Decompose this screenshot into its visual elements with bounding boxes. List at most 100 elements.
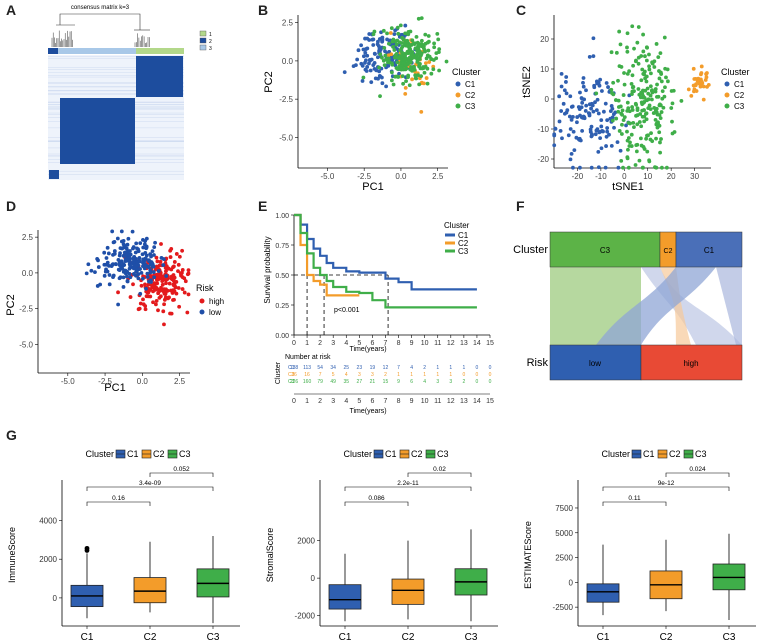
legend-label-c3: C3: [179, 449, 191, 459]
x-axis-label: tSNE1: [612, 181, 644, 193]
legend-c1: C1: [465, 80, 476, 89]
x-tick-label: 0.0: [395, 172, 407, 181]
point-c1: [572, 148, 577, 153]
point-low: [134, 263, 138, 268]
point-c3: [407, 83, 412, 88]
point-low: [125, 242, 130, 247]
point-c3: [645, 149, 650, 154]
point-high: [174, 291, 179, 296]
y-tick-label: 2500: [555, 554, 573, 563]
point-low: [105, 245, 110, 250]
risk-value: 54: [317, 365, 323, 371]
point-c3: [391, 44, 395, 49]
point-c3: [661, 105, 666, 110]
point-c1: [615, 140, 620, 145]
x-tick-label: C2: [402, 632, 415, 643]
point-c3: [634, 149, 639, 154]
point-c1: [560, 136, 564, 141]
point-high: [151, 300, 155, 305]
point-c3: [637, 120, 642, 124]
point-c3: [407, 55, 412, 60]
point-c3: [435, 32, 440, 36]
point-high: [143, 307, 148, 312]
point-c1: [379, 30, 383, 35]
point-c1: [596, 111, 601, 116]
point-c3: [641, 49, 646, 54]
point-c1: [569, 118, 574, 122]
panel-label-a: A: [6, 2, 17, 18]
point-c3: [396, 31, 401, 36]
risk-x-tick-label: 0: [292, 398, 296, 405]
point-c3: [635, 113, 640, 118]
point-c3: [415, 60, 420, 64]
cluster-bar-1: [48, 48, 58, 54]
point-c3: [394, 42, 399, 47]
point-c3: [621, 93, 626, 97]
point-low: [84, 271, 89, 276]
y-tick-label: 0: [311, 574, 316, 583]
legend-dot-low: [199, 309, 205, 315]
x-tick-label: C3: [723, 632, 736, 643]
point-c3: [609, 87, 614, 92]
point-c3: [417, 63, 422, 68]
risk-value: 12: [383, 365, 389, 371]
tsne-cluster-scatter: -20 -10 0 10 20 30 20 10 0 -10 -20 tSNE1 tSNE2 Clu…: [521, 15, 750, 193]
point-high: [154, 302, 158, 307]
point-c3: [644, 111, 649, 116]
axis-label-risk: Risk: [527, 357, 549, 369]
y-tick-label: 0: [53, 594, 58, 603]
point-c3: [648, 137, 653, 142]
point-low: [145, 275, 150, 279]
point-c1: [365, 36, 370, 41]
pca-cluster-scatter: -5.0 -2.5 0.0 2.5 2.5 0.0 -2.5 -5.0 PC1 PC2 Clu…: [263, 15, 481, 193]
point-c3: [419, 38, 424, 43]
box-c2: [133, 577, 167, 604]
risk-x-tick-label: 4: [344, 398, 348, 405]
point-high: [139, 283, 144, 288]
point-c3: [636, 87, 641, 91]
point-c3: [426, 48, 431, 53]
point-low: [95, 284, 100, 288]
x-tick-label: 10: [421, 340, 429, 347]
point-c3: [636, 55, 641, 60]
point-c1: [605, 126, 610, 130]
point-low: [137, 259, 142, 264]
point-c1: [562, 88, 567, 93]
legend-title: Cluster: [343, 449, 372, 459]
point-c1: [561, 101, 566, 106]
block-c2-label: C2: [664, 248, 673, 255]
comparison-bracket: [665, 472, 730, 477]
x-tick-label: 6: [370, 340, 374, 347]
point-low: [147, 259, 152, 264]
y-tick-label: 2.5: [282, 19, 294, 28]
point-c2: [419, 109, 424, 114]
risk-value: 0: [476, 365, 479, 371]
box-c2: [391, 578, 425, 605]
legend-dot-c2: [455, 92, 461, 98]
point-high: [157, 289, 161, 294]
point-c3: [404, 79, 408, 83]
point-c1: [370, 37, 375, 42]
x-tick-label: 1: [305, 340, 309, 347]
point-c3: [389, 78, 394, 83]
y-tick-label: -2.5: [279, 95, 293, 104]
x-tick-label: 20: [667, 172, 676, 181]
risk-value: 19: [370, 365, 376, 371]
point-high: [172, 260, 177, 264]
comparison-pvalue: 0.052: [173, 466, 190, 473]
point-c3: [669, 89, 674, 93]
point-high: [164, 281, 168, 286]
dendrogram: [51, 13, 150, 47]
point-c3: [416, 73, 420, 78]
x-tick-label: 2: [318, 340, 322, 347]
point-c3: [611, 80, 616, 85]
point-c3: [657, 69, 661, 73]
point-c3: [659, 110, 664, 114]
risk-x-tick-label: 5: [357, 398, 361, 405]
y-tick-label: 0.0: [22, 269, 34, 278]
risk-axis-label: Cluster: [275, 361, 282, 384]
point-c3: [403, 53, 407, 58]
point-low: [116, 258, 121, 262]
point-c2: [705, 85, 709, 89]
